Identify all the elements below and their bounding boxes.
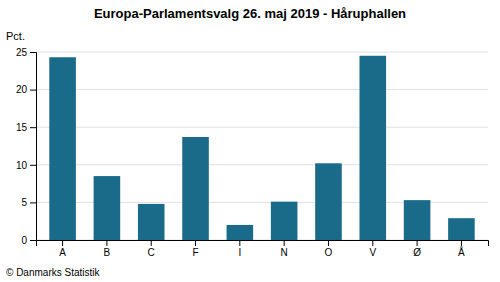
tick-label: V <box>369 247 376 258</box>
bar <box>315 163 342 240</box>
tick: 10 <box>16 160 36 171</box>
grid-line <box>36 89 488 90</box>
chart: Europa-Parlamentsvalg 26. maj 2019 - Hår… <box>0 0 500 282</box>
tick-label: A <box>59 247 66 258</box>
title: Europa-Parlamentsvalg 26. maj 2019 - Hår… <box>94 6 406 21</box>
y-axis: 0 5 10 15 20 25 <box>16 47 37 246</box>
bar <box>359 56 386 240</box>
bar <box>49 57 76 240</box>
bar <box>94 176 121 240</box>
tick-label: C <box>148 247 155 258</box>
tick: Å <box>458 240 465 258</box>
tick-label: Å <box>458 246 465 258</box>
tick: Ø <box>413 240 421 258</box>
bar <box>138 204 165 240</box>
tick-label: N <box>281 247 288 258</box>
grid-line <box>36 127 488 128</box>
axis-line <box>30 53 37 241</box>
tick-label: I <box>238 247 241 258</box>
bars <box>49 56 474 240</box>
tick-mark <box>151 240 152 246</box>
tick-mark <box>461 240 462 246</box>
tick-mark <box>30 202 36 203</box>
tick-label: B <box>104 247 111 258</box>
tick: 25 <box>16 47 36 58</box>
tick: 5 <box>21 197 36 208</box>
tick: N <box>281 240 288 258</box>
tick-mark <box>106 240 107 246</box>
tick-label: F <box>192 247 198 258</box>
tick: 20 <box>16 84 36 95</box>
tick-label: O <box>325 247 333 258</box>
tick-mark <box>62 240 63 246</box>
grid-line <box>36 52 488 53</box>
tick-mark <box>239 240 240 246</box>
tick-mark <box>30 52 36 53</box>
tick-mark <box>30 127 36 128</box>
tick: O <box>325 240 333 258</box>
tick-label: 15 <box>16 122 28 133</box>
bar <box>227 225 254 240</box>
axis-line <box>37 241 489 247</box>
tick: B <box>104 240 111 258</box>
tick: V <box>369 240 376 258</box>
tick-mark <box>195 240 196 246</box>
tick-mark <box>328 240 329 246</box>
x-axis: ABCFINOVØÅ <box>37 240 489 258</box>
tick-label: 20 <box>16 84 28 95</box>
axis-title: Pct. <box>6 30 25 42</box>
tick: C <box>148 240 155 258</box>
tick: A <box>59 240 66 258</box>
tick-mark <box>30 90 36 91</box>
grid <box>36 52 488 240</box>
grid-line <box>36 164 488 165</box>
tick: I <box>238 240 241 258</box>
tick-mark <box>284 240 285 246</box>
bar <box>182 137 209 240</box>
tick-label: 25 <box>16 47 28 58</box>
tick-label: 10 <box>16 160 28 171</box>
bar <box>448 218 475 240</box>
bar <box>404 200 431 240</box>
tick-label: 0 <box>21 235 27 246</box>
tick-mark <box>30 240 36 241</box>
tick-label: 5 <box>21 197 27 208</box>
tick: 15 <box>16 122 36 133</box>
tick-mark <box>372 240 373 246</box>
plot: 0 5 10 15 20 25 A B C F I N O V Ø Å Pct. <box>6 30 489 258</box>
bar <box>271 202 298 240</box>
tick-label: Ø <box>413 247 421 258</box>
tick-mark <box>30 165 36 166</box>
tick-mark <box>417 240 418 246</box>
tick: F <box>192 240 198 258</box>
footer: © Danmarks Statistik <box>6 267 101 278</box>
tick: 0 <box>21 235 36 246</box>
